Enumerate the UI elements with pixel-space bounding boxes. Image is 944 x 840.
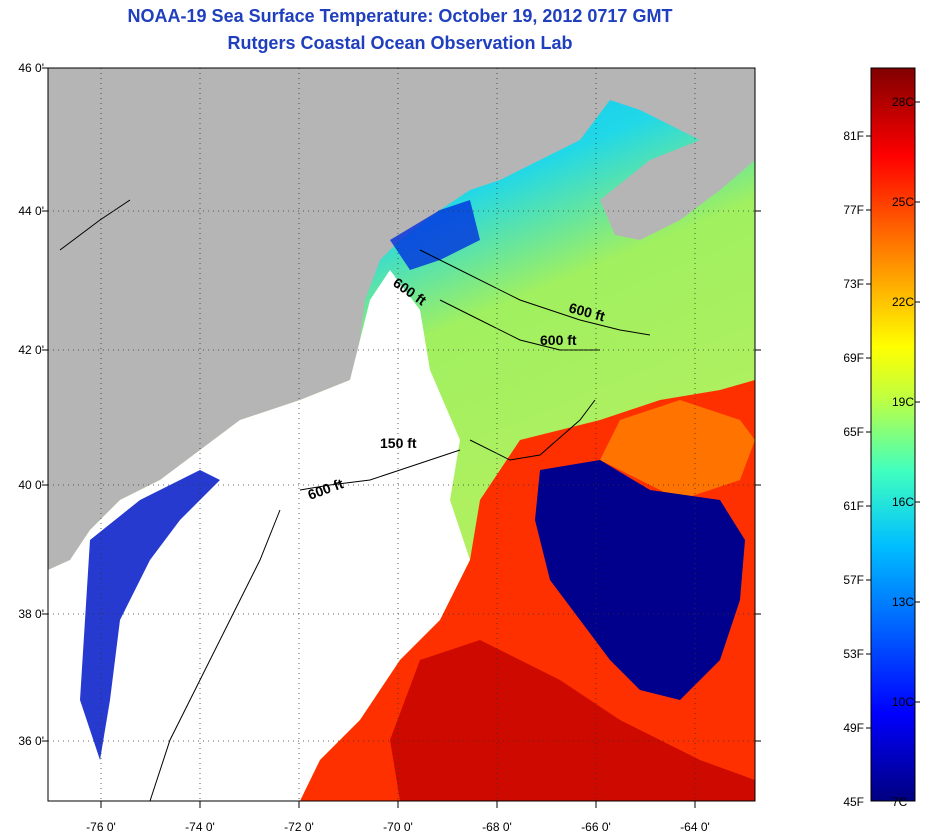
orange-eddy — [600, 400, 755, 500]
lat-label: 44 0' — [18, 204, 44, 218]
lat-label: 36 0' — [18, 734, 44, 748]
lat-lon-grid — [48, 68, 755, 801]
lon-label: -70 0' — [383, 820, 413, 834]
contour-label: 150 ft — [380, 435, 417, 451]
colorbar-f-label: 45F — [843, 795, 864, 809]
lon-label: -72 0' — [284, 820, 314, 834]
lon-label: -64 0' — [680, 820, 710, 834]
colorbar — [870, 67, 916, 802]
colorbar-c-label: 22C — [892, 295, 915, 309]
colorbar-c-label: 7C — [892, 795, 908, 809]
colorbar-c-label: 19C — [892, 395, 915, 409]
colorbar-f-label: 69F — [843, 351, 864, 365]
colorbar-f-label: 81F — [843, 129, 864, 143]
land-north-america — [48, 68, 755, 570]
colorbar-c-label: 25C — [892, 195, 915, 209]
lat-label: 42 0' — [18, 343, 44, 357]
colorbar-c-label: 16C — [892, 495, 915, 509]
gulf-maine-blue — [390, 200, 480, 270]
lon-label: -68 0' — [482, 820, 512, 834]
contour-label: 600 ft — [540, 332, 577, 348]
lon-label: -66 0' — [581, 820, 611, 834]
frame-ticks — [42, 67, 761, 808]
colorbar-c-label: 28C — [892, 95, 915, 109]
gulf-stream-core — [390, 640, 755, 801]
colorbar-f-label: 65F — [843, 425, 864, 439]
cold-core-ring — [535, 460, 745, 700]
colorbar-ticks — [866, 101, 920, 729]
lon-label: -74 0' — [185, 820, 215, 834]
colorbar-c-label: 13C — [892, 595, 915, 609]
coastal-cold-water — [80, 470, 220, 760]
colorbar-f-label: 49F — [843, 721, 864, 735]
colorbar-f-label: 73F — [843, 277, 864, 291]
lat-label: 46 0' — [18, 61, 44, 75]
colorbar-c-label: 10C — [892, 695, 915, 709]
colorbar-f-label: 77F — [843, 203, 864, 217]
map-subtitle: Rutgers Coastal Ocean Observation Lab — [227, 33, 573, 53]
colorbar-f-label: 57F — [843, 573, 864, 587]
colorbar-f-label: 61F — [843, 499, 864, 513]
map-frame — [47, 67, 756, 802]
lat-label: 40 0' — [18, 478, 44, 492]
lon-label: -76 0' — [86, 820, 116, 834]
colorbar-f-label: 53F — [843, 647, 864, 661]
lat-label: 38 0' — [18, 607, 44, 621]
map-title: NOAA-19 Sea Surface Temperature: October… — [127, 6, 673, 26]
land-nova-scotia — [600, 110, 755, 240]
nodata-shelf — [48, 270, 470, 801]
